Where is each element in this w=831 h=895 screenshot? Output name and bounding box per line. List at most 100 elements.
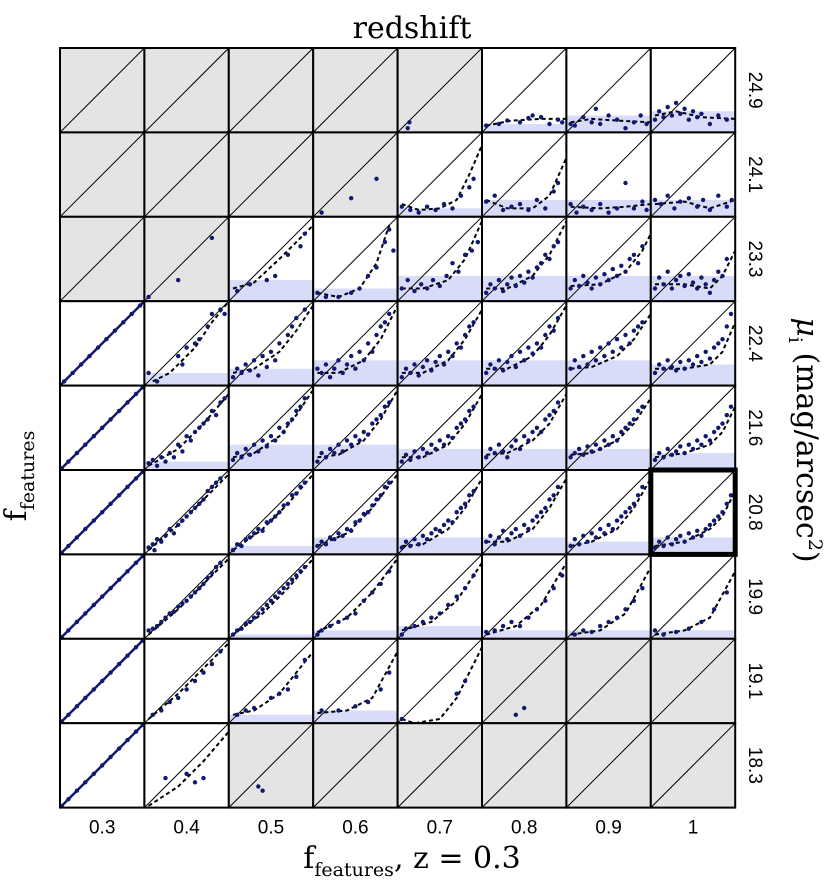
data-point [678,359,683,365]
row-tick-label: 18.3 [744,747,765,784]
reference-line [481,469,567,555]
data-point [268,518,274,523]
data-point [467,324,472,329]
shaded-band [397,448,482,470]
data-point [551,586,556,591]
data-point [419,282,424,287]
data-point [302,307,307,312]
data-point [682,450,687,456]
data-point [378,687,383,692]
data-point [277,510,282,515]
data-point [129,311,134,317]
data-point [192,505,198,511]
data-point [699,619,704,625]
data-point [289,324,295,329]
data-point [176,442,181,447]
data-point [405,277,410,283]
data-point [568,201,573,207]
reference-line [397,722,483,808]
fit-curve [486,477,568,543]
data-point [349,353,354,359]
data-point [83,695,88,701]
data-point [74,704,80,709]
data-point [517,623,523,629]
data-point [686,442,691,447]
data-point [522,522,527,528]
data-point [568,455,573,460]
data-point [471,176,476,181]
data-point [235,712,240,717]
data-point [209,408,215,414]
data-point [631,206,637,211]
data-point [116,577,122,582]
panel-24.9-0.8 [481,47,568,134]
data-point [315,459,320,464]
panel-18.3-1 [649,722,737,809]
shaded-band [144,461,229,470]
data-point [720,510,725,515]
data-point [159,539,164,544]
data-point [505,537,510,542]
data-point [399,716,404,722]
data-point [652,197,658,203]
fit-curve [486,393,568,456]
data-point [387,480,392,485]
data-point [365,432,371,437]
panel-24.1-0.8 [481,131,568,218]
data-point [471,404,476,409]
reference-line [481,722,567,808]
data-point [243,362,248,367]
reference-line [312,469,398,555]
data-point [695,353,700,359]
data-point [572,537,577,542]
data-point [589,207,594,213]
fit-curve [401,220,483,290]
data-point [513,438,518,443]
data-point [116,493,122,498]
data-point [273,273,278,279]
data-point [344,615,350,620]
data-point [678,199,683,204]
reference-line [312,638,398,724]
reference-line [312,132,398,218]
data-point [268,598,274,603]
data-point [192,780,198,785]
data-point [235,288,240,294]
data-point [340,370,345,376]
data-point [256,449,261,454]
data-point [454,691,459,696]
data-point [192,429,198,435]
data-point [361,429,366,435]
panel-20.8-0.6 [312,469,399,556]
data-point [631,252,637,257]
panel-21.6-0.9 [565,384,652,472]
data-point [222,396,227,401]
reference-line [144,638,230,724]
shaded-band [228,634,314,639]
data-point [454,594,459,599]
data-point [644,121,649,127]
data-point [462,417,468,422]
data-point [623,332,628,338]
data-point [614,117,620,122]
data-point [429,615,434,620]
data-point [585,539,590,544]
data-point [273,358,278,363]
fit-curve [486,304,568,370]
data-point [686,272,691,277]
data-point [496,121,502,127]
panel-19.1-1 [649,637,737,725]
panel-24.9-1 [649,47,737,134]
data-point [585,444,590,449]
data-point [517,533,523,538]
data-point [517,446,523,452]
reference-line [228,638,314,724]
data-point [441,442,447,447]
reference-line [144,300,230,386]
row-tick-labels: 24.9 24.1 23.3 22.4 21.6 20.8 19.9 19.1 18.3 [744,72,765,784]
panel-24.1-0.5 [227,131,315,218]
data-point [572,358,577,363]
column-tick-label: 0.5 [258,818,284,839]
reference-line [312,300,398,386]
data-point [699,111,704,117]
